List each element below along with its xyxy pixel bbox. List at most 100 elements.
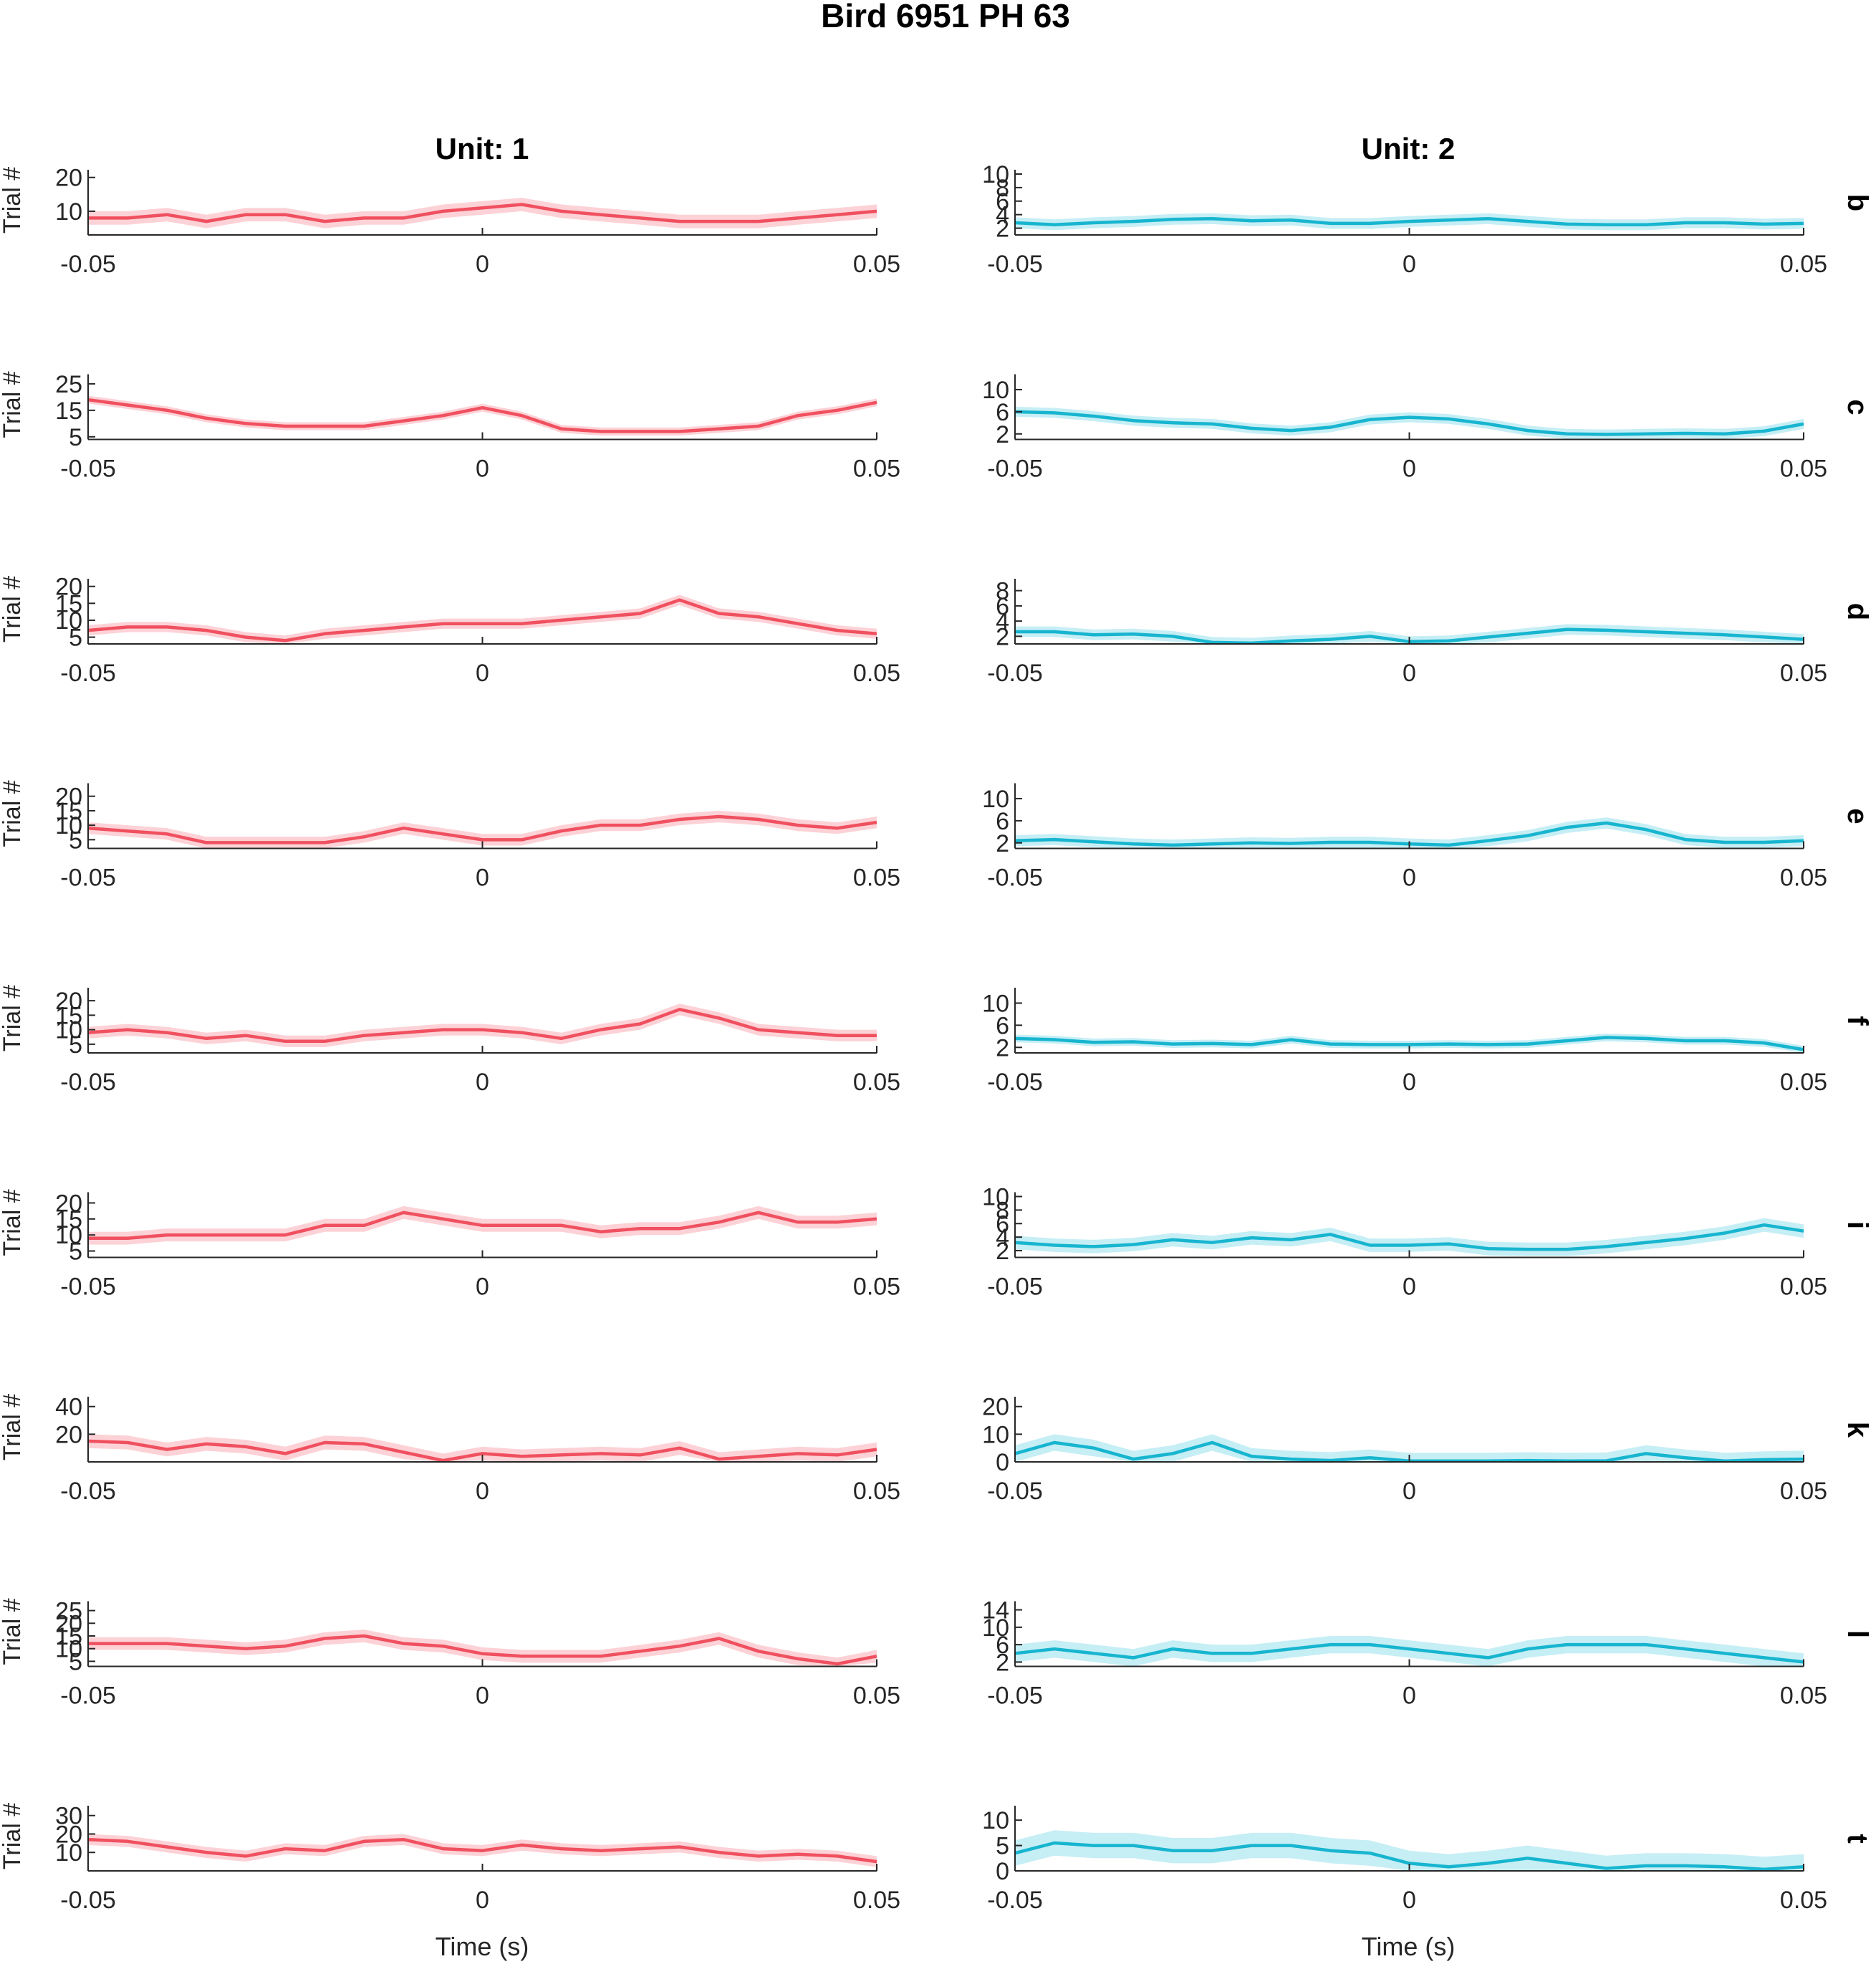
panel-l-unit2-xtick-label: 0 bbox=[1403, 1683, 1416, 1710]
panel-b-unit1-band bbox=[88, 198, 877, 228]
panel-f-unit1-band bbox=[88, 1003, 877, 1047]
panel-f-unit2-xtick-label: -0.05 bbox=[987, 1069, 1043, 1096]
panel-d-unit2-xtick-label: 0.05 bbox=[1780, 660, 1827, 687]
panel-k-unit2-ytick-label: 0 bbox=[996, 1449, 1009, 1476]
panel-f-unit1-ytick-label: 5 bbox=[69, 1031, 82, 1059]
panel-i-unit1-xtick-label: 0 bbox=[476, 1274, 489, 1301]
panel-t-unit1-ylabel: Trial # bbox=[0, 1803, 26, 1869]
panel-l-unit2-ytick-label: 6 bbox=[996, 1632, 1009, 1659]
row-label-b: b bbox=[1842, 194, 1873, 211]
panel-d-unit1-xtick-label: -0.05 bbox=[60, 660, 116, 687]
panel-f-unit1-xtick-label: 0 bbox=[476, 1069, 489, 1096]
panel-c-unit1-ylabel: Trial # bbox=[0, 371, 26, 438]
panel-c-unit2-ytick-label: 6 bbox=[996, 399, 1009, 426]
panel-f-unit2-ytick-label: 2 bbox=[996, 1034, 1009, 1062]
panel-l-unit2-xtick-label: -0.05 bbox=[987, 1683, 1043, 1710]
panel-i-unit2-ytick-label: 6 bbox=[996, 1210, 1009, 1238]
panel-k-unit1-xtick-label: 0.05 bbox=[853, 1478, 900, 1505]
panel-t-unit1-ytick-label: 20 bbox=[55, 1821, 82, 1848]
panel-d-unit1-ytick-label: 15 bbox=[55, 590, 82, 617]
panel-i-unit2-xtick-label: 0 bbox=[1403, 1274, 1416, 1301]
panel-b-unit1-ytick-label: 10 bbox=[55, 198, 82, 226]
panel-f-unit1-ytick-label: 20 bbox=[55, 988, 82, 1015]
panel-l-unit2-ytick-label: 14 bbox=[982, 1597, 1009, 1624]
panel-t-unit2-xtick-label: 0 bbox=[1403, 1887, 1416, 1914]
panel-e-unit2-ytick-label: 2 bbox=[996, 830, 1009, 857]
panel-t-unit1-xtick-label: 0 bbox=[476, 1887, 489, 1914]
panel-t-unit2-band bbox=[1015, 1830, 1804, 1871]
panel-k-unit2-xtick-label: 0 bbox=[1403, 1478, 1416, 1505]
panel-t-unit1-ytick-label: 10 bbox=[55, 1839, 82, 1867]
panel-e-unit2-ytick-label: 6 bbox=[996, 808, 1009, 835]
panel-i-unit2-line bbox=[1014, 1223, 1804, 1251]
panel-k-unit2-xtick-label: 0.05 bbox=[1780, 1478, 1827, 1505]
panel-c-unit1-line bbox=[87, 398, 877, 433]
panel-d-unit2-xtick-label: 0 bbox=[1403, 660, 1416, 687]
panel-c-unit2-xtick-label: -0.05 bbox=[987, 456, 1043, 483]
panel-b-unit1-xtick-label: 0 bbox=[476, 251, 489, 278]
panel-i-unit1-ytick-label: 5 bbox=[69, 1238, 82, 1266]
panel-e-unit2-xtick-label: -0.05 bbox=[987, 865, 1043, 892]
row-label-f: f bbox=[1842, 1016, 1873, 1026]
panel-l-unit2-ytick-label: 2 bbox=[996, 1649, 1009, 1676]
x-axis-label-unit1: Time (s) bbox=[436, 1932, 529, 1961]
panel-c-unit2-xtick-label: 0 bbox=[1403, 456, 1416, 483]
panel-f-unit1-ytick-label: 15 bbox=[55, 1002, 82, 1029]
panel-c-unit1-xtick-label: 0.05 bbox=[853, 456, 900, 483]
panel-l-unit1-xtick-label: 0 bbox=[476, 1683, 489, 1710]
panel-f-unit1-xtick-label: 0.05 bbox=[853, 1069, 900, 1096]
panel-d-unit1-xtick-label: 0 bbox=[476, 660, 489, 687]
panel-i-unit2-xtick-label: -0.05 bbox=[987, 1274, 1043, 1301]
panel-b-unit2-xtick-label: -0.05 bbox=[987, 251, 1043, 278]
panel-l-unit1-xtick-label: -0.05 bbox=[60, 1683, 116, 1710]
row-label-d: d bbox=[1842, 603, 1873, 620]
panel-e-unit1-line bbox=[87, 814, 877, 844]
panel-c-unit2-ytick-label: 10 bbox=[982, 377, 1009, 404]
row-label-k: k bbox=[1842, 1422, 1873, 1438]
panel-t-unit2-ytick-label: 0 bbox=[996, 1858, 1009, 1885]
panel-k-unit1-xtick-label: 0 bbox=[476, 1478, 489, 1505]
row-label-t: t bbox=[1842, 1834, 1873, 1843]
figure-title: Bird 6951 PH 63 bbox=[821, 0, 1070, 34]
panel-d-unit2-ytick-label: 8 bbox=[996, 578, 1009, 605]
panel-c-unit2-band bbox=[1015, 406, 1804, 440]
panel-d-unit1-ytick-label: 5 bbox=[69, 625, 82, 652]
panel-f-unit2-line bbox=[1014, 1036, 1804, 1051]
panel-l-unit1-ytick-label: 10 bbox=[55, 1636, 82, 1663]
panel-b-unit1-xtick-label: -0.05 bbox=[60, 251, 116, 278]
panel-d-unit2-xtick-label: -0.05 bbox=[987, 660, 1043, 687]
panel-l-unit1-ytick-label: 25 bbox=[55, 1598, 82, 1625]
row-label-l: l bbox=[1842, 1630, 1873, 1638]
panel-l-unit1-ylabel: Trial # bbox=[0, 1598, 26, 1665]
panel-k-unit1-xtick-label: -0.05 bbox=[60, 1478, 116, 1505]
panel-e-unit1-ytick-label: 15 bbox=[55, 798, 82, 825]
panel-e-unit1-xtick-label: 0 bbox=[476, 865, 489, 892]
panel-b-unit2-ytick-label: 8 bbox=[996, 175, 1009, 202]
panel-b-unit1-xtick-label: 0.05 bbox=[853, 251, 900, 278]
panel-c-unit2-ytick-label: 2 bbox=[996, 421, 1009, 448]
panel-i-unit1-ytick-label: 20 bbox=[55, 1190, 82, 1217]
panel-d-unit2-ytick-label: 4 bbox=[996, 608, 1009, 635]
panel-c-unit2-xtick-label: 0.05 bbox=[1780, 456, 1827, 483]
panel-d-unit1-ytick-label: 20 bbox=[55, 574, 82, 601]
panel-t-unit2-ytick-label: 10 bbox=[982, 1807, 1009, 1834]
column-title-unit1: Unit: 1 bbox=[436, 132, 529, 165]
panel-i-unit1-xtick-label: -0.05 bbox=[60, 1274, 116, 1301]
panel-d-unit1-ylabel: Trial # bbox=[0, 576, 26, 642]
panel-l-unit1-ytick-label: 15 bbox=[55, 1623, 82, 1650]
panel-e-unit1-xtick-label: -0.05 bbox=[60, 865, 116, 892]
panel-d-unit1-ytick-label: 10 bbox=[55, 607, 82, 635]
panel-i-unit2-ytick-label: 4 bbox=[996, 1224, 1009, 1251]
panel-l-unit1-ytick-label: 5 bbox=[69, 1648, 82, 1675]
